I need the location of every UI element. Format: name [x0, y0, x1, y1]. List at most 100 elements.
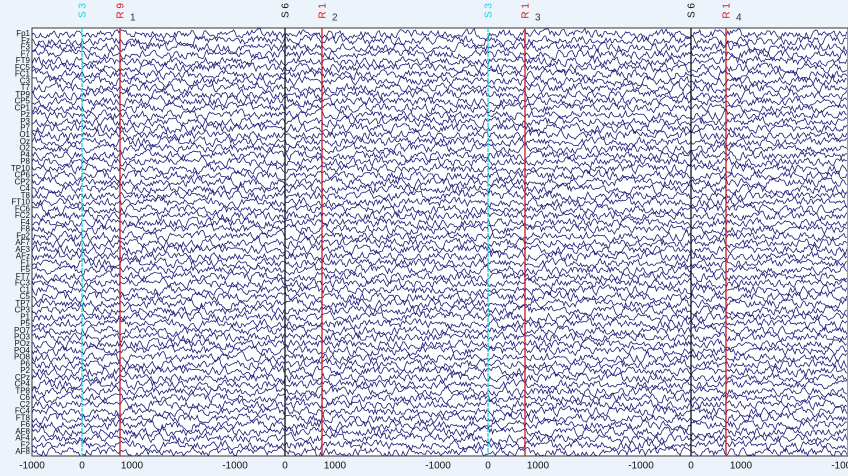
eeg-trace — [32, 162, 848, 176]
eeg-trace — [32, 108, 847, 122]
eeg-trace — [32, 337, 848, 351]
channel-label: Pz — [21, 110, 30, 119]
eeg-trace — [32, 88, 848, 101]
eeg-trace — [32, 54, 848, 68]
channel-label: CP2 — [14, 177, 30, 186]
eeg-trace — [32, 48, 848, 61]
eeg-trace — [32, 310, 848, 324]
eeg-trace — [32, 135, 848, 149]
eeg-trace — [32, 229, 847, 244]
channel-label: PO3 — [14, 332, 31, 341]
eeg-trace — [32, 438, 847, 452]
channel-label: C3 — [20, 76, 31, 85]
event-label: R 1 — [722, 3, 733, 19]
eeg-trace — [32, 148, 847, 162]
channel-label: O1 — [19, 130, 30, 139]
channel-label: TP8 — [15, 386, 30, 395]
channel-label: Fp2 — [16, 231, 30, 240]
channel-label: C4 — [20, 184, 31, 193]
epoch-number: 3 — [535, 13, 541, 24]
eeg-trace — [32, 40, 847, 54]
eeg-trace — [32, 364, 848, 378]
eeg-trace — [32, 411, 848, 425]
event-label: S 3 — [78, 3, 89, 18]
eeg-trace — [32, 371, 848, 385]
eeg-trace — [32, 344, 848, 358]
channel-label: AF4 — [15, 434, 30, 443]
channel-label: T7 — [21, 83, 31, 92]
channel-label: P1 — [20, 312, 30, 321]
channel-label: CP1 — [14, 103, 30, 112]
channel-label: CP3 — [14, 306, 30, 315]
eeg-trace — [32, 101, 848, 115]
channel-label: F7 — [21, 49, 31, 58]
channel-label: O2 — [19, 144, 30, 153]
event-label: R 1 — [318, 3, 329, 19]
x-tick-label: 0 — [282, 461, 288, 472]
channel-label: FC1 — [15, 70, 31, 79]
channel-label: FC3 — [15, 279, 31, 288]
channel-label: FT7 — [16, 272, 31, 281]
channel-label: CP4 — [14, 380, 30, 389]
channel-label: PO4 — [14, 346, 31, 355]
eeg-trace — [32, 431, 848, 445]
x-tick-label: 1000 — [121, 461, 144, 472]
eeg-trace — [32, 378, 847, 392]
channel-label: F2 — [21, 440, 31, 449]
channel-label: P6 — [20, 359, 30, 368]
event-label: S 6 — [687, 3, 698, 18]
eeg-trace — [32, 242, 848, 257]
eeg-trace — [32, 445, 848, 456]
channel-label: C5 — [20, 292, 31, 301]
eeg-trace — [32, 95, 848, 109]
x-tick-label: 1000 — [730, 461, 753, 472]
eeg-trace — [32, 236, 848, 251]
x-tick-label: -1000 — [831, 461, 848, 472]
x-tick-label: -1000 — [628, 461, 654, 472]
channel-label: AF7 — [15, 238, 30, 247]
channel-label: FC2 — [15, 211, 31, 220]
eeg-trace — [32, 391, 848, 405]
channel-label: PO8 — [14, 353, 31, 362]
channel-label: F4 — [21, 218, 31, 227]
eeg-trace — [32, 330, 848, 344]
eeg-trace — [32, 324, 848, 338]
channel-label: TP9 — [15, 90, 30, 99]
eeg-trace — [32, 290, 848, 304]
channel-label: P4 — [20, 150, 30, 159]
channel-label: AF8 — [15, 447, 30, 456]
channel-label: POz — [14, 339, 30, 348]
traces — [32, 28, 848, 456]
eeg-trace — [32, 384, 848, 398]
channel-label: F3 — [21, 43, 31, 52]
channel-label: P7 — [20, 123, 30, 132]
eeg-trace — [32, 398, 848, 412]
eeg-trace — [32, 357, 848, 372]
eeg-trace — [32, 263, 848, 277]
channel-label: FT10 — [11, 198, 30, 207]
channel-label: CPz — [15, 373, 30, 382]
x-tick-label: 1000 — [324, 461, 347, 472]
x-tick-label: 0 — [485, 461, 491, 472]
eeg-trace — [32, 34, 847, 48]
eeg-trace — [32, 128, 848, 142]
channel-label: F1 — [21, 258, 31, 267]
event-label: R 9 — [116, 3, 127, 19]
eeg-trace — [32, 405, 848, 418]
channel-label: FC5 — [15, 63, 31, 72]
channel-label: AF3 — [15, 245, 30, 254]
channel-label: PO7 — [14, 326, 31, 335]
eeg-trace — [32, 81, 848, 94]
eeg-trace — [32, 209, 848, 222]
eeg-trace — [32, 304, 847, 318]
eeg-trace — [32, 317, 848, 331]
eeg-trace — [32, 188, 848, 202]
channel-label: FC6 — [15, 204, 31, 213]
x-tick-label: 1000 — [527, 461, 550, 472]
channel-label: CP6 — [14, 171, 30, 180]
channel-label: P2 — [20, 366, 30, 375]
channel-label: AF8 — [15, 427, 30, 436]
eeg-trace — [32, 250, 848, 263]
channel-label: F8 — [21, 225, 31, 234]
